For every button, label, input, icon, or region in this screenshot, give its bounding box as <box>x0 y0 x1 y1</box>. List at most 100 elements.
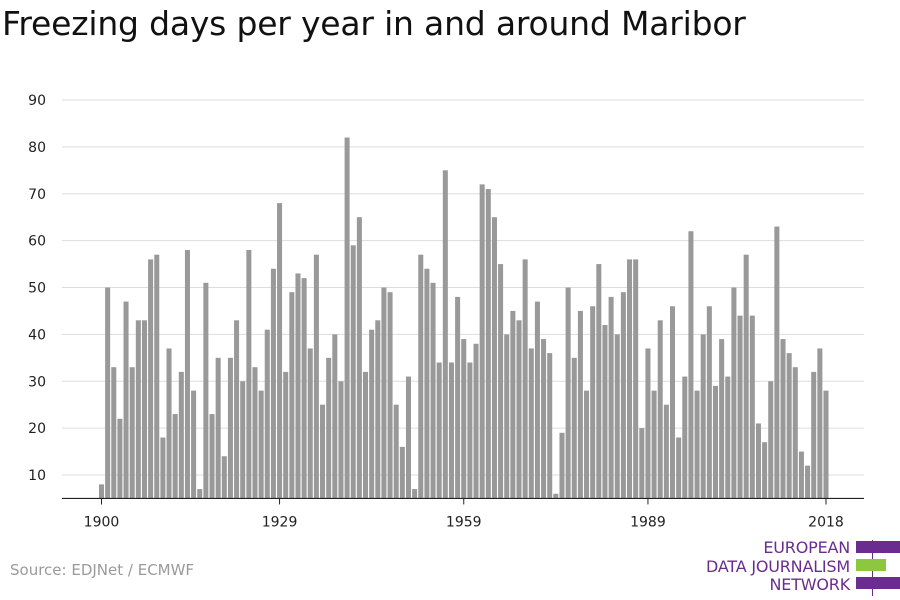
bar-1954 <box>430 282 436 499</box>
bar-2003 <box>731 287 737 499</box>
bar-1984 <box>614 334 620 499</box>
bar-1917 <box>203 282 209 499</box>
bar-1962 <box>479 184 485 499</box>
y-tick-label: 50 <box>28 281 46 297</box>
bar-1923 <box>240 381 246 499</box>
bar-1975 <box>559 432 565 499</box>
bar-1948 <box>393 404 399 499</box>
y-tick-label: 30 <box>28 374 46 390</box>
bar-1955 <box>436 362 442 499</box>
bar-1943 <box>363 371 369 499</box>
bar-1968 <box>516 320 522 499</box>
bar-2017 <box>817 348 823 499</box>
bar-1952 <box>418 254 424 499</box>
bar-1985 <box>620 292 626 499</box>
bar-2011 <box>780 339 786 499</box>
bar-1906 <box>135 320 141 499</box>
bar-1947 <box>387 292 393 499</box>
bar-1929 <box>277 203 283 499</box>
bar-1966 <box>504 334 510 499</box>
bar-1909 <box>154 254 160 499</box>
bar-1915 <box>191 390 197 499</box>
bar-2013 <box>792 367 798 499</box>
bar-1911 <box>166 348 172 499</box>
bar-1950 <box>405 376 411 499</box>
bar-1920 <box>221 456 227 499</box>
x-tick-label: 1989 <box>630 514 666 530</box>
bar-2014 <box>798 451 804 499</box>
bar-1967 <box>510 310 516 499</box>
bar-1999 <box>706 306 712 499</box>
y-tick-label: 10 <box>28 468 46 484</box>
bar-2001 <box>719 339 725 499</box>
logo-line-1: EUROPEAN <box>763 538 850 557</box>
logo-bar-purple-bottom <box>856 577 900 589</box>
bar-1957 <box>448 362 454 499</box>
bar-1919 <box>215 357 221 499</box>
bar-1956 <box>442 170 448 499</box>
bar-1926 <box>258 390 264 499</box>
bar-1945 <box>375 320 381 499</box>
bar-2000 <box>712 385 718 499</box>
bar-1964 <box>491 217 497 499</box>
bar-1930 <box>283 371 289 499</box>
bar-1949 <box>399 446 405 499</box>
y-tick-label: 40 <box>28 327 46 343</box>
logo-bar-green <box>856 559 886 571</box>
y-tick-label: 90 <box>28 93 46 109</box>
bar-1995 <box>682 376 688 499</box>
bar-1990 <box>651 390 657 499</box>
bar-1914 <box>184 250 190 499</box>
bar-1918 <box>209 414 215 499</box>
bar-2012 <box>786 353 792 499</box>
bar-1989 <box>645 348 651 499</box>
bar-1978 <box>577 310 583 499</box>
bar-1996 <box>688 231 694 499</box>
bars <box>98 137 829 499</box>
bar-1928 <box>270 268 276 499</box>
bar-1904 <box>123 301 129 499</box>
bar-1998 <box>700 334 706 499</box>
bar-1944 <box>369 329 375 499</box>
bar-1922 <box>234 320 240 499</box>
bar-2005 <box>743 254 749 499</box>
x-tick-label: 1900 <box>84 514 120 530</box>
bar-1938 <box>332 334 338 499</box>
logo-line-3: NETWORK <box>769 575 851 594</box>
bar-1972 <box>541 339 547 499</box>
logo-line-2: DATA JOURNALISM <box>706 557 850 576</box>
bar-1993 <box>669 306 676 499</box>
bar-1942 <box>356 217 362 499</box>
bar-1921 <box>227 357 233 499</box>
bar-1991 <box>657 320 663 499</box>
bar-1916 <box>197 489 203 499</box>
y-tick-label: 80 <box>28 140 46 156</box>
bar-1983 <box>608 296 614 499</box>
bar-1976 <box>565 287 571 499</box>
source-note: Source: EDJNet / ECMWF <box>10 561 195 579</box>
bar-1934 <box>307 348 313 499</box>
bar-1900 <box>98 484 105 499</box>
bar-chart: 10 20 30 40 50 60 70 80 90 1900 1929 1959 1989 2018 <box>28 93 864 530</box>
bar-2008 <box>762 442 768 499</box>
bar-1931 <box>289 292 295 499</box>
y-tick-label: 20 <box>28 421 46 437</box>
bar-1940 <box>344 137 350 499</box>
y-axis-tick-labels: 10 20 30 40 50 60 70 80 90 <box>28 93 46 484</box>
bar-1958 <box>455 296 461 499</box>
bar-1939 <box>338 381 344 499</box>
bar-1910 <box>160 437 166 499</box>
bar-1977 <box>571 357 577 499</box>
x-tick-label: 2018 <box>808 514 844 530</box>
x-axis-ticks: 1900 1929 1959 1989 2018 <box>84 498 844 530</box>
bar-1936 <box>320 404 326 499</box>
y-tick-label: 70 <box>28 187 46 203</box>
bar-1994 <box>676 437 682 499</box>
bar-1935 <box>313 254 319 499</box>
bar-1959 <box>461 339 467 499</box>
bar-1908 <box>148 259 154 499</box>
bar-1982 <box>602 325 608 499</box>
bar-2009 <box>768 381 774 499</box>
logo-bar-purple-top <box>856 541 900 553</box>
bar-2002 <box>725 376 731 499</box>
